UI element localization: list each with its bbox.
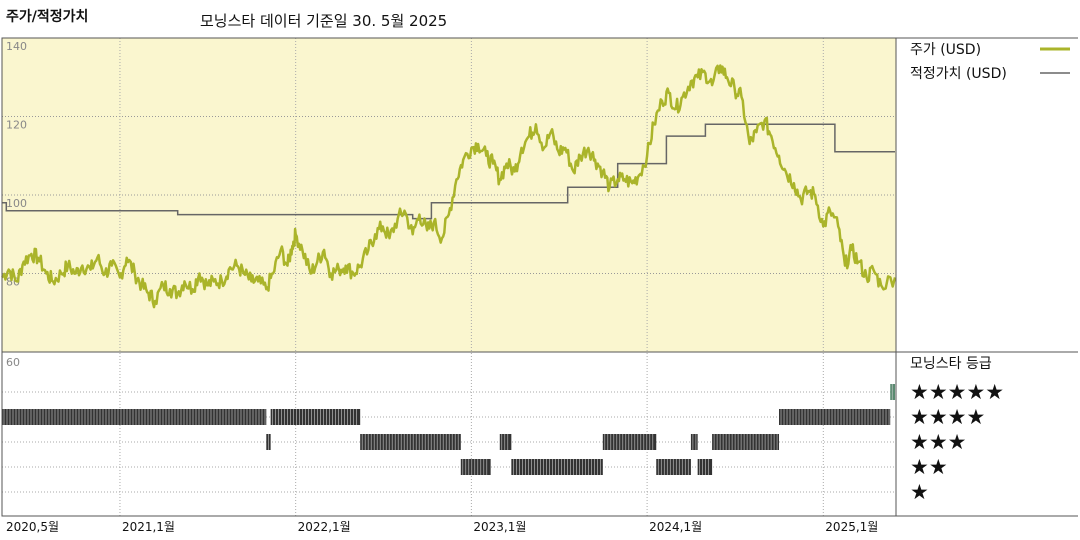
- rating-segment-block: [360, 434, 461, 450]
- y-tick-label: 120: [6, 119, 27, 132]
- rating-3-stars: ★★★: [910, 430, 966, 454]
- plot-border: [1, 37, 897, 517]
- rating-segment-4: [270, 409, 361, 425]
- rating-4-stars: ★★★★: [910, 405, 985, 429]
- rating-segment-block: [712, 434, 780, 450]
- legend-fair-value-label: 적정가치 (USD): [910, 66, 1007, 82]
- rating-segment-2: [511, 459, 603, 475]
- y-tick-label: 80: [6, 276, 20, 289]
- rating-segment-block: [2, 409, 267, 425]
- rating-2-stars: ★★: [910, 455, 948, 479]
- rating-segment-block: [890, 384, 896, 400]
- rating-segment-2: [656, 459, 691, 475]
- rating-segment-4: [2, 409, 267, 425]
- x-axis-ticks: 2020,5월 2021,1월 2022,1월 2023,1월 2024,1월 2025,…: [6, 520, 878, 534]
- rating-segment-3: [712, 434, 780, 450]
- legend-price-label: 주가 (USD): [910, 42, 981, 58]
- fair-value-line: [2, 123, 895, 220]
- y-tick-label: 100: [6, 197, 27, 210]
- x-tick-label: 2023,1월: [473, 520, 526, 534]
- x-tick-label: 2022,1월: [298, 520, 351, 534]
- x-tick-label: 2021,1월: [122, 520, 175, 534]
- rating-segment-4: [779, 409, 891, 425]
- rating-5-stars: ★★★★★: [910, 380, 1004, 404]
- rating-segment-block: [602, 434, 657, 450]
- y-axis-ticks: 60 80 100 120 140: [6, 40, 27, 369]
- gridlines: [2, 38, 896, 516]
- rating-segment-3: [266, 434, 271, 450]
- rating-segment-2: [697, 459, 713, 475]
- rating-segment-3: [499, 434, 512, 450]
- x-tick-label: 2024,1월: [649, 520, 702, 534]
- rating-segment-block: [499, 434, 512, 450]
- rating-segment-3: [360, 434, 461, 450]
- rating-segment-5: [890, 384, 896, 400]
- y-tick-label: 140: [6, 40, 27, 53]
- rating-segments: [2, 384, 896, 475]
- rating-segment-block: [779, 409, 891, 425]
- chart-frame: [1, 37, 1078, 517]
- rating-segment-3: [602, 434, 657, 450]
- rating-segment-2: [460, 459, 491, 475]
- x-tick-label: 2025,1월: [825, 520, 878, 534]
- rating-segment-block: [690, 434, 698, 450]
- rating-segment-block: [270, 409, 361, 425]
- rating-segment-block: [460, 459, 491, 475]
- rating-panel-title: 모닝스타 등급: [910, 356, 992, 372]
- y-tick-label: 60: [6, 356, 20, 369]
- rating-1-star: ★: [910, 480, 929, 504]
- x-tick-label: 2020,5월: [6, 520, 59, 534]
- chart-title: 주가/적정가치: [6, 9, 89, 25]
- price-line: [1, 64, 897, 309]
- rating-segment-3: [690, 434, 698, 450]
- chart-subtitle: 모닝스타 데이터 기준일 30. 5월 2025: [200, 12, 448, 30]
